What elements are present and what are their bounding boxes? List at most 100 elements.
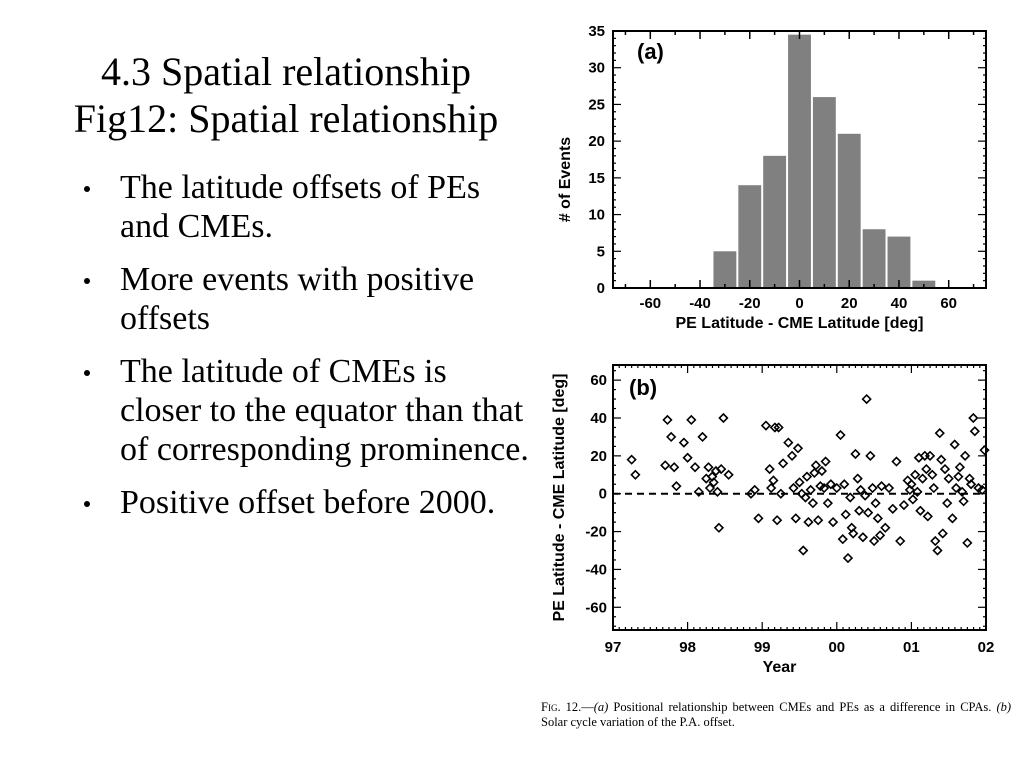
- data-point-diamond: [816, 465, 828, 477]
- y-tick-label: 10: [588, 207, 605, 224]
- data-point-diamond: [818, 482, 830, 494]
- data-point-diamond: [764, 463, 775, 475]
- data-point-diamond: [872, 513, 883, 524]
- bullet-dot-icon: [84, 501, 90, 507]
- x-tick-label: -20: [739, 295, 761, 312]
- data-point-diamond: [942, 498, 953, 509]
- bullet-text: Positive offset before 2000.: [120, 484, 496, 521]
- x-tick-label: 02: [978, 639, 995, 656]
- data-point-diamond: [766, 482, 777, 494]
- data-point-diamond: [939, 463, 951, 475]
- data-point-diamond: [760, 420, 772, 431]
- data-point-diamond: [921, 463, 932, 475]
- data-point-diamond: [968, 412, 979, 424]
- data-point-diamond: [895, 535, 906, 547]
- data-point-diamond: [883, 482, 895, 494]
- data-point-diamond: [969, 426, 980, 437]
- histogram-bar: [887, 236, 911, 288]
- y-tick-label: -40: [585, 561, 607, 578]
- data-point-diamond: [666, 431, 677, 443]
- histogram-bar: [788, 34, 811, 288]
- data-point-diamond: [915, 505, 926, 516]
- data-point-diamond: [865, 450, 876, 461]
- y-tick-label: 40: [590, 410, 607, 427]
- data-point-diamond: [689, 462, 701, 473]
- data-point-diamond: [958, 496, 969, 507]
- data-point-diamond: [912, 486, 923, 497]
- data-point-diamond: [630, 469, 641, 480]
- data-point-diamond: [669, 462, 680, 473]
- bullet-list: The latitude offsets of PEs and CMEs. Mo…: [84, 168, 534, 536]
- data-point-diamond: [810, 460, 822, 471]
- y-tick-label: 35: [588, 23, 605, 40]
- data-point-diamond: [723, 469, 734, 480]
- x-axis-label: PE Latitude - CME Latitude [deg]: [676, 315, 924, 332]
- data-point-diamond: [837, 534, 848, 545]
- data-point-diamond: [753, 513, 764, 524]
- y-tick-label: 60: [590, 372, 607, 389]
- data-point-diamond: [768, 475, 779, 486]
- histogram-panel-a: -60 -40 -20 0 20 40 60 0 5 10 15 20 25 30 35 (a) PE Lati…: [557, 23, 987, 332]
- y-tick-label: 0: [599, 486, 607, 503]
- y-tick-label: 5: [597, 243, 605, 260]
- slide-title: 4.3 Spatial relationship Fig12: Spatial …: [0, 48, 572, 142]
- data-point-diamond: [713, 522, 725, 533]
- x-tick-label: 0: [795, 295, 803, 312]
- data-point-diamond: [712, 486, 723, 497]
- data-point-diamond: [682, 452, 693, 463]
- data-point-diamond: [660, 460, 671, 471]
- data-point-diamond: [887, 503, 898, 514]
- y-tick-label: 0: [597, 280, 605, 297]
- data-point-diamond: [907, 494, 919, 505]
- slide-title-line-2: Fig12: Spatial relationship: [73, 96, 499, 141]
- data-point-diamond: [855, 484, 866, 496]
- panel-label: (a): [637, 39, 664, 64]
- data-point-diamond: [848, 528, 859, 539]
- data-point-diamond: [927, 469, 938, 480]
- y-tick-label: 25: [588, 96, 605, 113]
- data-point-diamond: [704, 482, 716, 494]
- data-point-diamond: [876, 481, 887, 492]
- data-point-diamond: [854, 505, 865, 516]
- data-point-diamond: [842, 552, 854, 564]
- data-point-diamond: [909, 469, 921, 480]
- bullet-text: More events with positive offsets: [120, 261, 475, 337]
- caption-b-marker: (b): [996, 700, 1012, 714]
- histogram-bar: [862, 229, 886, 288]
- x-tick-label: 00: [828, 639, 845, 656]
- x-tick-label: -40: [689, 295, 711, 312]
- bullet-item: The latitude of CMEs is closer to the eq…: [84, 352, 534, 469]
- data-point-diamond: [798, 545, 809, 556]
- data-point-diamond: [932, 545, 943, 556]
- data-point-diamond: [716, 463, 727, 475]
- data-point-diamond: [801, 471, 813, 482]
- y-axis-label: # of Events: [557, 137, 574, 222]
- data-point-diamond: [718, 412, 729, 424]
- data-point-diamond: [790, 513, 801, 524]
- y-tick-label: 15: [588, 170, 605, 187]
- data-point-diamond: [678, 437, 690, 448]
- data-point-diamond: [813, 515, 824, 526]
- data-point-diamond: [928, 482, 939, 494]
- data-point-diamond: [822, 498, 833, 509]
- slide-title-line-1: 4.3 Spatial relationship: [101, 49, 471, 94]
- data-point-diamond: [943, 473, 954, 484]
- data-point-diamond: [839, 479, 850, 490]
- data-point-diamond: [820, 456, 831, 467]
- data-point-diamond: [771, 515, 783, 526]
- y-axis-label: PE Latitude - CME Latitude [deg]: [551, 374, 568, 622]
- data-point-diamond: [937, 528, 948, 539]
- data-point-diamond: [922, 511, 933, 522]
- data-point-diamond: [924, 450, 936, 461]
- caption-a-marker: (a): [593, 700, 609, 714]
- x-tick-label: 98: [679, 639, 696, 656]
- plot-frame: [612, 364, 987, 631]
- data-point-diamond: [954, 462, 966, 473]
- x-tick-label: -60: [639, 295, 661, 312]
- data-point-diamond: [805, 484, 816, 496]
- data-point-diamond: [850, 448, 861, 460]
- x-tick-label: 01: [903, 639, 920, 656]
- histogram-bar: [837, 133, 861, 288]
- histogram-bar: [713, 251, 737, 288]
